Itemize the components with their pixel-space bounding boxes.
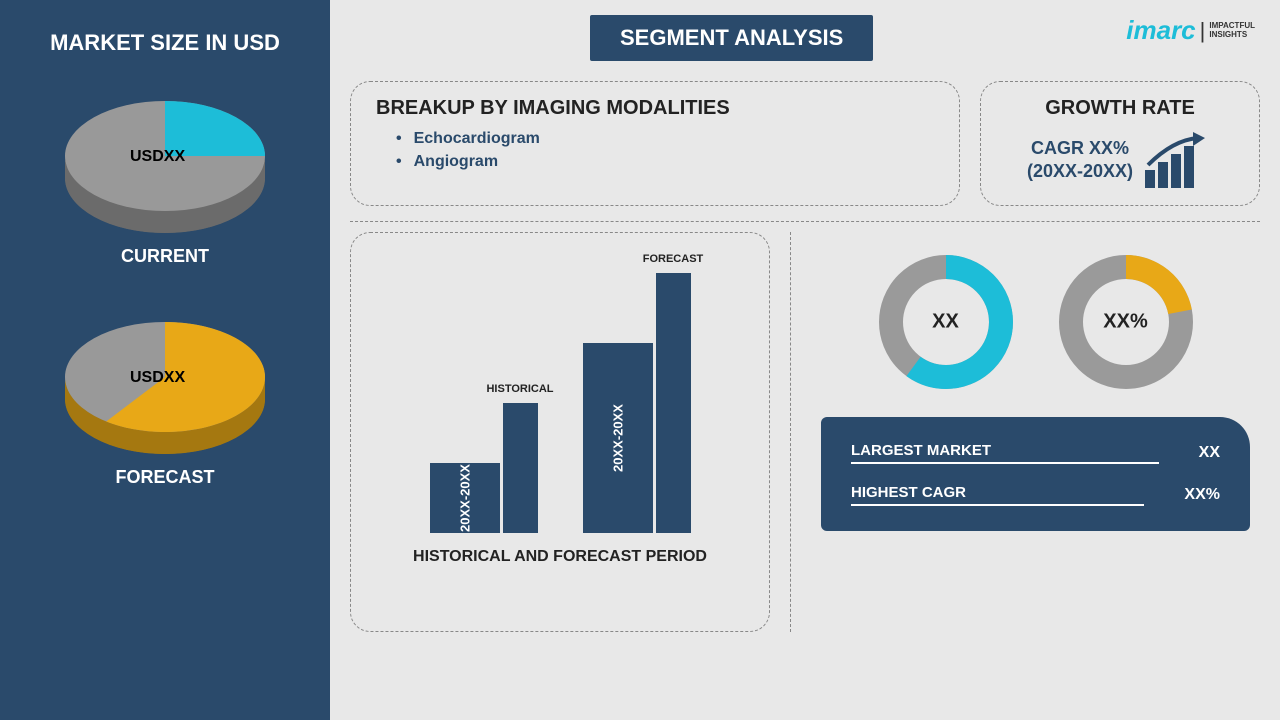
info-row: LARGEST MARKET XX [851,442,1220,464]
donut-center-label: XX [932,311,959,334]
svg-text:USDXX: USDXX [130,148,185,165]
page-title-badge: SEGMENT ANALYSIS [590,15,873,61]
left-panel: MARKET SIZE IN USD USDXX CURRENT USDXX F… [0,0,330,720]
bar-group: 20XX-20XX FORECAST [583,273,691,533]
donut-chart: XX% [1056,252,1196,392]
market-size-title: MARKET SIZE IN USD [50,30,280,56]
brand-logo-sub: IMPACTFUL INSIGHTS [1209,22,1255,40]
growth-chart-icon [1143,130,1213,190]
growth-title: GROWTH RATE [1045,97,1195,120]
breakup-item: Angiogram [396,153,934,171]
bar: HISTORICAL [503,403,538,533]
bar-top-label: FORECAST [643,253,704,265]
info-value: XX% [1184,486,1220,504]
info-card: LARGEST MARKET XX HIGHEST CAGR XX% [821,417,1250,531]
growth-text: CAGR XX% (20XX-20XX) [1027,137,1133,184]
breakup-box: BREAKUP BY IMAGING MODALITIES Echocardio… [350,81,960,206]
svg-text:USDXX: USDXX [130,369,185,386]
breakup-title: BREAKUP BY IMAGING MODALITIES [376,97,934,120]
bar-group: 20XX-20XX HISTORICAL [430,403,538,533]
divider-v [790,232,791,632]
historical-forecast-box: 20XX-20XX HISTORICAL 20XX-20XX FORECAST HIS… [350,232,770,632]
pie-forecast-caption: FORECAST [116,467,215,488]
pie-current: USDXX [55,96,275,226]
pie-forecast: USDXX [55,317,275,447]
bar-top-label: HISTORICAL [486,383,553,395]
bottom-row: 20XX-20XX HISTORICAL 20XX-20XX FORECAST HIS… [350,232,1260,632]
brand-logo-text: imarc [1126,15,1195,46]
bar: 20XX-20XX [583,343,653,533]
brand-logo: imarc | IMPACTFUL INSIGHTS [1126,15,1255,46]
right-panel: imarc | IMPACTFUL INSIGHTS SEGMENT ANALY… [330,0,1280,720]
breakup-item: Echocardiogram [396,130,934,148]
top-row: BREAKUP BY IMAGING MODALITIES Echocardio… [350,81,1260,206]
growth-box: GROWTH RATE CAGR XX% (20XX-20XX) [980,81,1260,206]
divider-h [350,221,1260,222]
bar-period-label: 20XX-20XX [610,404,625,472]
right-column: XX XX% LARGEST MARKET XX HIGHEST CAGR XX% [811,232,1260,632]
donut-center-label: XX% [1103,311,1147,334]
info-row: HIGHEST CAGR XX% [851,484,1220,506]
donut-row: XX XX% [821,252,1250,392]
donut-chart: XX [876,252,1016,392]
breakup-list: Echocardiogram Angiogram [376,130,934,171]
bar-chart: 20XX-20XX HISTORICAL 20XX-20XX FORECAST [430,253,691,533]
info-label: HIGHEST CAGR [851,484,1144,506]
hist-title: HISTORICAL AND FORECAST PERIOD [413,548,707,566]
info-value: XX [1199,444,1220,462]
info-label: LARGEST MARKET [851,442,1159,464]
bar: FORECAST [656,273,691,533]
bar: 20XX-20XX [430,463,500,533]
pie-current-caption: CURRENT [121,246,209,267]
bar-period-label: 20XX-20XX [457,464,472,532]
